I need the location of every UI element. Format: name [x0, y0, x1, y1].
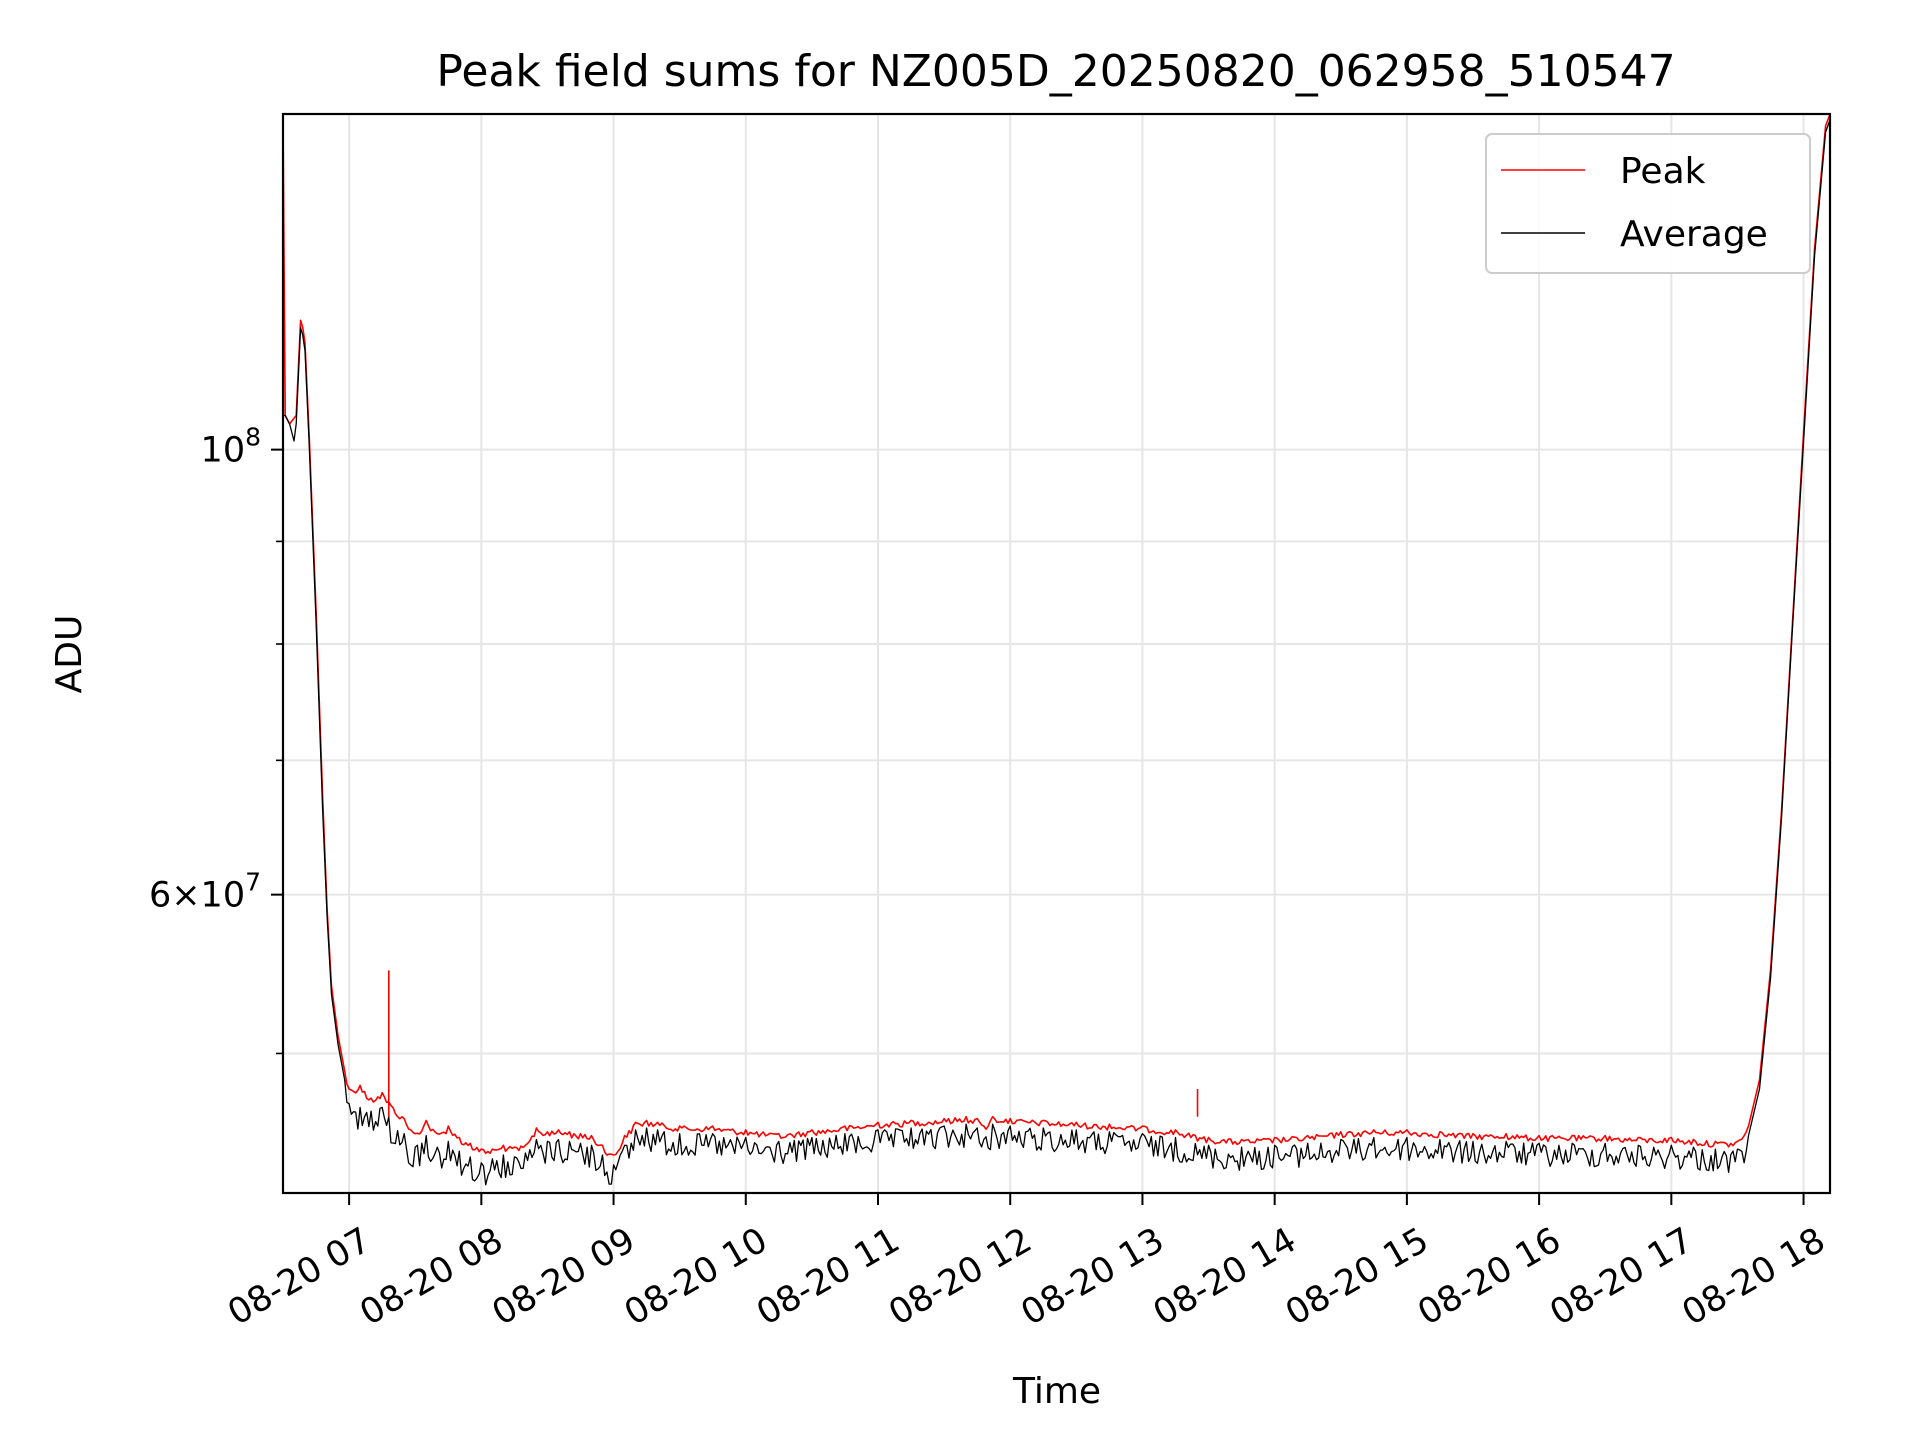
series-average-line	[283, 119, 1831, 1186]
y-axis-label: ADU	[49, 615, 90, 694]
legend-label-average: Average	[1620, 214, 1768, 255]
series-layer	[282, 113, 1831, 1186]
y-tick-label: 6×107	[149, 868, 261, 916]
chart-title: Peak field sums for NZ005D_20250820_0629…	[436, 46, 1675, 97]
plot-frame	[281, 112, 1832, 1195]
legend: Peak Average	[1485, 133, 1811, 274]
series-peak-line	[282, 113, 1831, 1156]
legend-box	[1485, 133, 1811, 274]
legend-label-peak: Peak	[1620, 151, 1706, 192]
grid	[283, 114, 1830, 1193]
x-axis-label: Time	[1012, 1371, 1101, 1412]
